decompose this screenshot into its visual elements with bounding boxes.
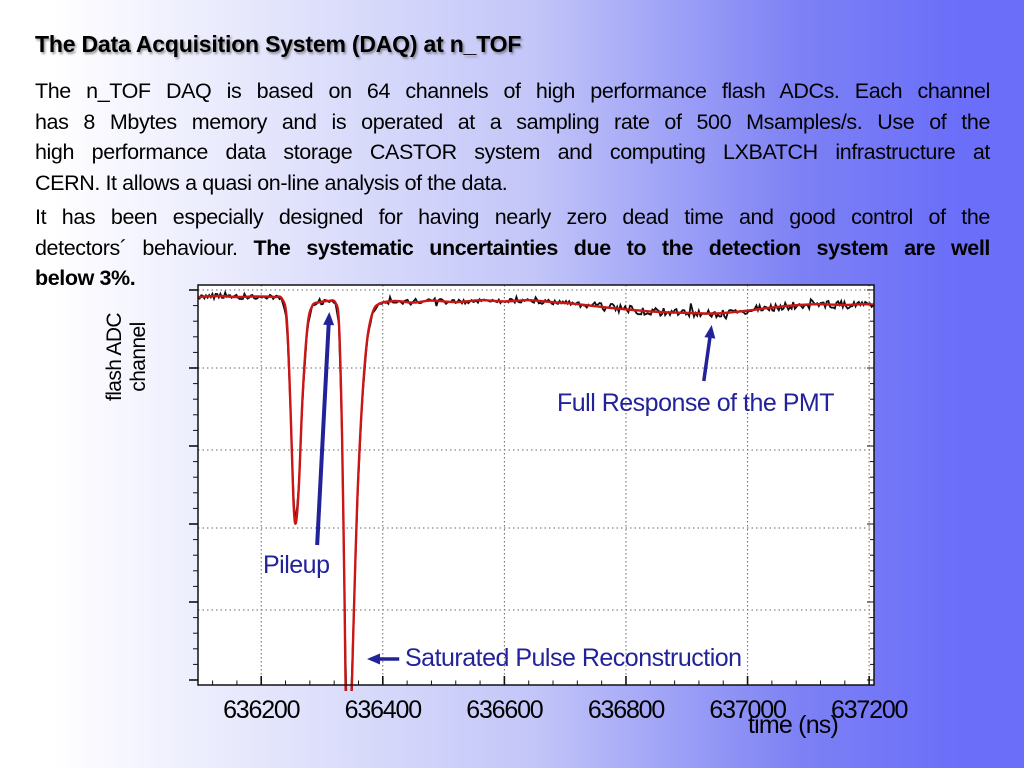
text-segment: CERN. It allows a quasi on-line analysis… [35,170,508,195]
annotation-saturated-pulse: Saturated Pulse Reconstruction [405,644,742,672]
text-segment: detectors´ behaviour. [35,235,254,260]
x-tick-label: 636600 [466,696,543,724]
text-line: It has been especially designed for havi… [35,205,990,236]
text-segment: high performance data storage CASTOR sys… [35,140,990,164]
text-line: has 8 Mbytes memory and is operated at a… [35,110,990,141]
paragraph-2: It has been especially designed for havi… [35,205,990,297]
paragraph-1: The n_TOF DAQ is based on 64 channels of… [35,79,990,201]
text-segment: It has been especially designed for havi… [35,205,990,229]
bold-text-segment: below 3%. [35,266,136,290]
x-tick-label: 637200 [831,696,908,724]
text-segment: The n_TOF DAQ is based on 64 channels of… [35,79,990,103]
slide-title: The Data Acquisition System (DAQ) at n_T… [35,31,522,57]
plot-area [189,284,875,691]
text-line: detectors´ behaviour. The systematic unc… [35,236,990,267]
text-line: CERN. It allows a quasi on-line analysis… [35,171,990,202]
text-line: high performance data storage CASTOR sys… [35,140,990,171]
text-segment: has 8 Mbytes memory and is operated at a… [35,109,990,134]
x-tick-label: 636200 [223,696,300,724]
bold-text-segment: The systematic uncertainties due to the … [253,235,990,260]
slide-text-block: The Data Acquisition System (DAQ) at n_T… [0,0,1024,301]
annotation-pileup: Pileup [263,551,330,579]
x-tick-label: 637000 [709,696,786,724]
text-line: below 3%. [35,266,990,297]
x-axis-label: time (ns) [748,711,839,739]
text-line: The n_TOF DAQ is based on 64 channels of… [35,79,990,110]
x-tick-label: 636400 [344,696,422,724]
annotation-full-response: Full Response of the PMT [557,389,835,417]
y-axis-label: flash ADC channel [103,313,150,401]
x-tick-label: 636800 [587,696,665,724]
